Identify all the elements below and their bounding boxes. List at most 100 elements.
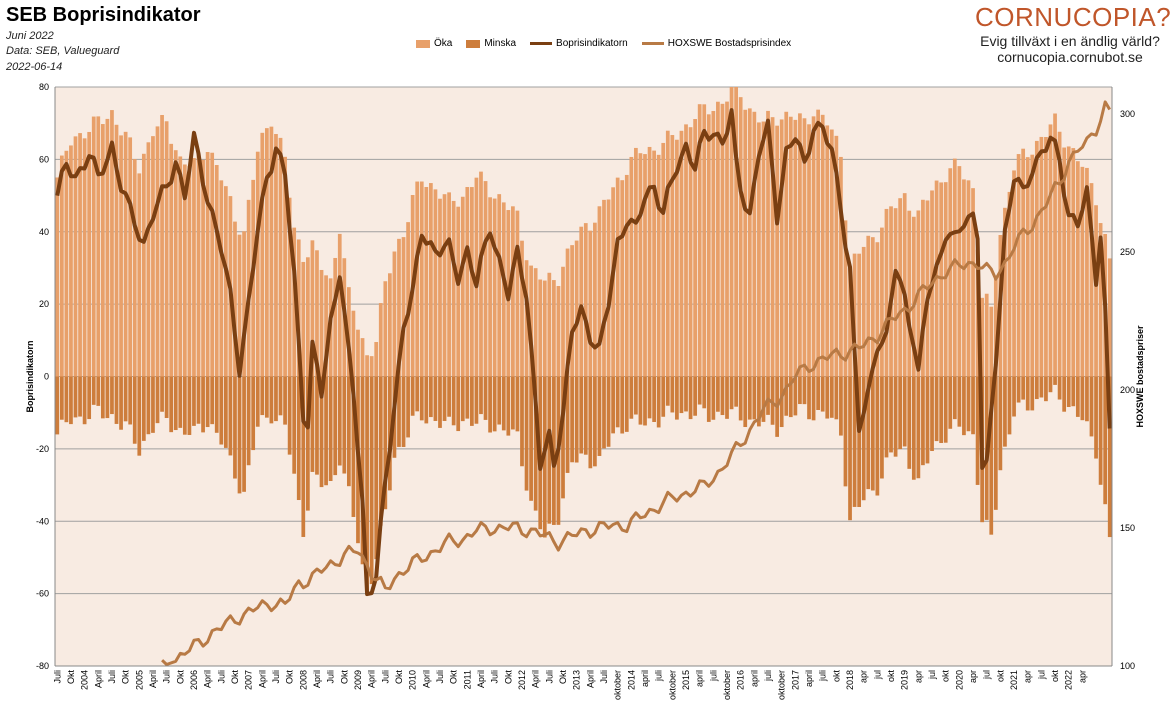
bar-decrease — [957, 376, 962, 427]
bar-decrease — [524, 376, 529, 491]
bar-decrease — [1098, 376, 1103, 485]
bar-increase — [182, 164, 187, 377]
bar-increase — [1075, 161, 1080, 377]
bar-increase — [966, 180, 971, 377]
bar-increase — [96, 116, 101, 377]
bar-increase — [151, 136, 155, 377]
bar-decrease — [615, 376, 620, 428]
y-tick-label: -80 — [36, 661, 49, 671]
bar-increase — [547, 272, 552, 377]
bar-increase — [69, 145, 73, 377]
bar-decrease — [1007, 376, 1012, 435]
x-tick-label: 2020 — [954, 670, 964, 690]
bar-decrease — [424, 376, 429, 424]
y2-tick-label: 150 — [1120, 523, 1135, 533]
bar-increase — [223, 186, 228, 377]
x-tick-label: april — [695, 670, 705, 687]
bar-decrease — [319, 376, 324, 488]
bar-decrease — [55, 376, 60, 435]
subtitle-date: Juni 2022 — [6, 30, 54, 42]
bar-increase — [1048, 124, 1053, 377]
brand-tagline: Evig tillväxt i en ändlig värld? — [980, 33, 1160, 49]
bar-decrease — [1071, 376, 1076, 407]
bar-increase — [788, 116, 793, 377]
bar-increase — [237, 234, 242, 377]
x-tick-label: 2012 — [517, 670, 527, 690]
x-tick-label: April — [257, 670, 267, 688]
bar-increase — [670, 135, 675, 377]
x-tick-label: 2019 — [900, 670, 910, 690]
bar-decrease — [583, 376, 588, 455]
brand-block: CORNUCOPIA? Evig tillväxt i en ändlig vä… — [975, 2, 1170, 65]
bar-decrease — [825, 376, 830, 419]
bar-increase — [55, 177, 60, 377]
bar-decrease — [907, 376, 912, 469]
bar-increase — [993, 278, 998, 377]
bar-increase — [319, 269, 324, 377]
bar-increase — [351, 310, 356, 377]
y-tick-label: -60 — [36, 589, 49, 599]
bar-decrease — [574, 376, 579, 463]
bar-increase — [706, 114, 711, 377]
bar-increase — [697, 104, 702, 377]
bar-decrease — [456, 376, 461, 432]
bar-increase — [310, 240, 315, 377]
x-tick-label: 2014 — [626, 670, 636, 690]
bar-increase — [784, 111, 789, 377]
bar-decrease — [606, 376, 611, 447]
bar-decrease — [597, 376, 602, 456]
bar-decrease — [647, 376, 652, 419]
bar-decrease — [729, 376, 734, 410]
bar-decrease — [1030, 376, 1035, 411]
bar-increase — [834, 135, 839, 377]
bar-increase — [100, 124, 105, 377]
bar-decrease — [602, 376, 606, 449]
bar-decrease — [679, 376, 684, 414]
bar-decrease — [401, 376, 406, 447]
x-tick-label: oktober — [722, 670, 732, 700]
bar-decrease — [260, 376, 265, 416]
bar-increase — [119, 135, 123, 377]
bar-decrease — [1048, 376, 1053, 393]
bar-increase — [880, 227, 884, 377]
bar-increase — [679, 130, 684, 377]
bar-increase — [1030, 154, 1035, 377]
bar-decrease — [971, 376, 975, 435]
bar-increase — [465, 187, 470, 377]
bar-increase — [693, 119, 697, 377]
bar-increase — [59, 155, 64, 377]
bar-increase — [192, 158, 196, 377]
y2-tick-label: 300 — [1120, 109, 1135, 119]
series-line-index — [161, 100, 1111, 666]
bar-decrease — [1085, 376, 1089, 422]
bar-increase — [1066, 146, 1071, 377]
bar-decrease — [287, 376, 292, 455]
bar-decrease — [479, 376, 483, 415]
bar-decrease — [1080, 376, 1085, 421]
x-tick-label: April — [148, 670, 158, 688]
y-tick-label: 20 — [39, 299, 49, 309]
bar-increase — [984, 293, 989, 377]
bar-decrease — [1057, 376, 1062, 400]
bar-decrease — [675, 376, 679, 420]
bar-increase — [424, 186, 429, 377]
bar-increase — [447, 192, 451, 377]
bar-increase — [383, 281, 388, 377]
bar-decrease — [533, 376, 538, 511]
bar-decrease — [105, 376, 110, 419]
x-tick-label: juli — [818, 670, 828, 682]
bar-increase — [196, 153, 201, 377]
bar-increase — [274, 134, 278, 377]
bar-increase — [369, 356, 374, 377]
bar-decrease — [447, 376, 451, 417]
x-tick-label: Juli — [52, 670, 62, 684]
x-tick-label: 2021 — [1009, 670, 1019, 690]
bar-decrease — [465, 376, 470, 419]
bar-decrease — [588, 376, 593, 469]
legend-label-increase: Öka — [434, 38, 453, 49]
x-tick-label: Juli — [326, 670, 336, 684]
brand-url[interactable]: cornucopia.cornubot.se — [997, 49, 1143, 65]
bar-increase — [451, 200, 456, 377]
bar-decrease — [611, 376, 615, 434]
